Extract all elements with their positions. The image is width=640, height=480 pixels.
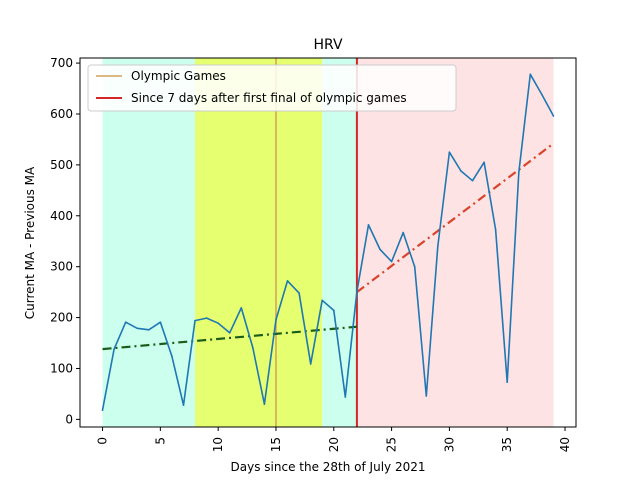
data-point (437, 245, 439, 248)
y-axis-label: Current MA - Previous MA (23, 166, 37, 319)
x-tick-label: 15 (269, 437, 283, 452)
data-point (124, 321, 127, 323)
x-tick-label: 25 (385, 437, 399, 452)
data-point (113, 348, 115, 350)
data-point (182, 404, 185, 406)
y-tick-label: 300 (50, 260, 73, 274)
data-point (321, 299, 324, 302)
data-point (541, 93, 543, 96)
data-point (460, 170, 462, 172)
data-point (205, 317, 208, 319)
data-point (309, 363, 312, 365)
data-point (298, 292, 300, 294)
x-axis-ticks: 0 5 10 15 20 25 30 35 40 (96, 427, 572, 452)
y-axis-ticks: 0 100 200 300 400 500 600 700 (50, 56, 80, 426)
data-point (402, 231, 404, 234)
shaded-region-0 (102, 58, 196, 427)
legend-box (87, 64, 457, 112)
data-point (252, 346, 254, 349)
x-tick-label: 10 (211, 437, 225, 452)
data-series (101, 73, 555, 412)
y-tick-label: 400 (50, 209, 73, 223)
data-point (147, 328, 150, 331)
data-point (379, 248, 381, 251)
shaded-region-3 (356, 58, 554, 427)
x-axis-label: Days since the 28th of July 2021 (231, 460, 426, 474)
y-tick-label: 100 (50, 361, 73, 375)
data-point (413, 265, 416, 268)
shaded-region-2 (322, 58, 357, 427)
data-point (367, 224, 370, 226)
y-tick-label: 500 (50, 158, 73, 172)
data-point (332, 309, 335, 312)
x-tick-label: 5 (153, 437, 167, 445)
x-tick-label: 0 (96, 437, 110, 445)
data-point (471, 179, 474, 182)
x-tick-label: 30 (442, 437, 456, 452)
x-tick-label: 20 (327, 437, 341, 452)
legend-label-since: Since 7 days after first final of olympi… (131, 91, 407, 105)
y-tick-label: 600 (50, 107, 73, 121)
x-tick-label: 35 (500, 437, 514, 452)
plot-frame (79, 57, 577, 428)
vertical-lines (275, 58, 358, 427)
data-point (275, 318, 277, 321)
data-point (356, 290, 358, 293)
data-point (101, 409, 104, 412)
data-point (425, 395, 428, 397)
shaded-regions (102, 58, 554, 427)
data-point (228, 332, 231, 334)
legend-label-olympic: Olympic Games (131, 69, 226, 83)
data-point (217, 322, 219, 324)
legend: Olympic Games Since 7 days after first f… (87, 64, 457, 112)
data-point (286, 280, 289, 282)
data-point (171, 355, 173, 358)
trend-line-1 (356, 142, 555, 294)
data-point (263, 403, 266, 405)
y-tick-label: 200 (50, 311, 73, 325)
data-point (517, 171, 520, 174)
x-tick-label: 40 (558, 437, 572, 452)
trend-lines (102, 142, 555, 351)
data-point (240, 307, 243, 309)
data-point (159, 321, 162, 323)
data-point (136, 327, 139, 330)
data-point (194, 319, 196, 322)
data-point (344, 396, 347, 398)
data-point (529, 73, 532, 76)
data-point (390, 260, 393, 263)
chart-title: HRV (313, 37, 342, 53)
data-point (552, 115, 555, 117)
data-point (506, 381, 509, 384)
trend-line-0 (102, 325, 358, 351)
data-point (448, 151, 451, 153)
series-line-0 (101, 73, 555, 411)
shaded-region-1 (195, 58, 323, 427)
y-tick-label: 700 (50, 56, 73, 70)
y-tick-label: 0 (65, 412, 73, 426)
data-point (483, 161, 485, 164)
data-point (494, 228, 497, 231)
